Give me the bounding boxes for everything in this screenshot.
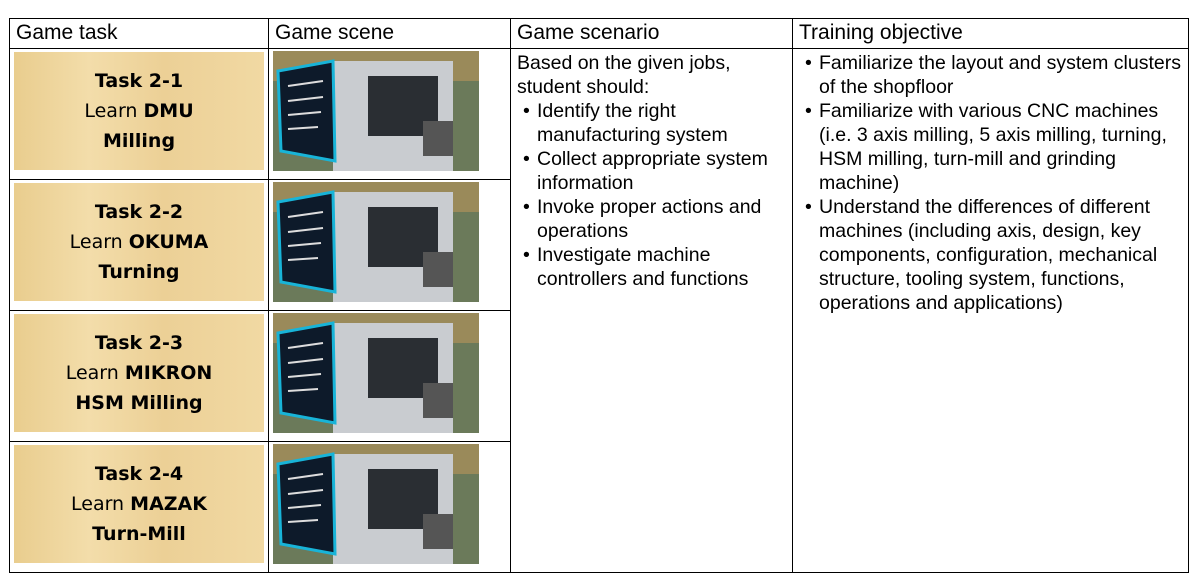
scenario-list: Identify the right manufacturing systemC…	[517, 99, 786, 291]
scene-shape	[287, 373, 322, 378]
task-cell: Task 2-2 Learn OKUMA Turning	[9, 179, 269, 311]
task-line: Learn MIKRON	[66, 358, 213, 388]
task-id: Task 2-1	[94, 70, 184, 92]
task-line: Learn MAZAK	[71, 489, 207, 519]
scene-shape	[276, 452, 337, 556]
scene-shape	[287, 80, 324, 87]
scenario-bullet: Investigate machine controllers and func…	[523, 243, 786, 291]
task-line: HSM Milling	[75, 388, 202, 418]
scene-shape	[287, 489, 324, 495]
task-line: Task 2-4	[95, 459, 183, 489]
scene-shape	[287, 111, 322, 116]
task-cell: Task 2-1 Learn DMU Milling	[9, 48, 269, 180]
scenario-bullet: Identify the right manufacturing system	[523, 99, 786, 147]
task-line: Milling	[103, 126, 175, 156]
scene-shape	[287, 473, 324, 480]
scene-shape	[287, 96, 324, 102]
scene-shape	[423, 252, 453, 287]
task-card: Task 2-4 Learn MAZAK Turn-Mill	[14, 445, 264, 563]
scenario-cell: Based on the given jobs, student should:…	[510, 48, 793, 573]
header-row: Game task Game scene Game scenario Train…	[9, 18, 1189, 49]
scene-shape	[287, 211, 324, 218]
scene-shape	[287, 126, 319, 130]
task-line: Learn OKUMA	[70, 227, 209, 257]
scene-shape	[276, 190, 337, 294]
scenario-intro: Based on the given jobs, student should:	[517, 52, 731, 98]
machine-kind: Milling	[102, 130, 176, 152]
scene-shape	[287, 227, 324, 233]
task-id: Task 2-4	[94, 463, 184, 485]
task-line: Task 2-2	[95, 197, 183, 227]
scene-shape	[423, 383, 453, 418]
machine-name: MAZAK	[130, 493, 207, 515]
task-line: Learn DMU	[84, 96, 193, 126]
machine-kind: Turning	[98, 261, 180, 283]
scene-shape	[287, 342, 324, 349]
scenario-bullet: Collect appropriate system information	[523, 147, 786, 195]
scene-shape	[276, 321, 337, 425]
game-scene	[273, 444, 479, 564]
task-card: Task 2-2 Learn OKUMA Turning	[14, 183, 264, 301]
game-scene	[273, 313, 479, 433]
machine-name: DMU	[143, 100, 194, 122]
objective-bullet: Understand the differences of different …	[805, 195, 1182, 315]
objective-cell: Familiarize the layout and system cluste…	[792, 48, 1189, 573]
task-id: Task 2-2	[94, 201, 184, 223]
learn-word: Learn	[69, 231, 123, 253]
objective-bullet: Familiarize the layout and system cluste…	[805, 51, 1182, 99]
scene-cell	[268, 48, 511, 180]
objective-bullet: Familiarize with various CNC machines (i…	[805, 99, 1182, 195]
scene-shape	[287, 211, 324, 261]
body: Game task Game scene Game scenario Train…	[0, 0, 1196, 546]
scene-cell	[268, 441, 511, 573]
header-cell: Game scenario	[510, 18, 793, 49]
machine-name: MIKRON	[124, 362, 213, 384]
game-scene	[273, 182, 479, 302]
learn-word: Learn	[71, 493, 125, 515]
scene-shape	[276, 59, 337, 163]
task-line: Task 2-3	[95, 328, 183, 358]
task-line: Turn-Mill	[92, 519, 186, 549]
scenario-bullet: Invoke proper actions and operations	[523, 195, 786, 243]
machine-kind: HSM Milling	[75, 392, 203, 414]
page: Game tasks table {"header": ["Game task"…	[0, 0, 1196, 546]
task-row: Task 2-1 Learn DMU Milling Based on the gi…	[9, 48, 1189, 573]
task-cell: Task 2-4 Learn MAZAK Turn-Mill	[9, 441, 269, 573]
header-cell: Game task	[9, 18, 269, 49]
task-table: Game task Game scene Game scenario Train…	[9, 18, 1189, 573]
game-scene	[273, 51, 479, 171]
scene-shape	[287, 473, 324, 523]
task-cell: Task 2-3 Learn MIKRON HSM Milling	[9, 310, 269, 442]
scene-shape	[287, 80, 324, 130]
learn-word: Learn	[65, 362, 119, 384]
learn-word: Learn	[84, 100, 138, 122]
scene-shape	[287, 342, 324, 392]
scene-shape	[287, 388, 319, 392]
scene-shape	[423, 514, 453, 549]
task-row: Task 2-2 Learn OKUMA Turning	[9, 179, 1189, 311]
scene-shape	[287, 519, 319, 523]
scene-shape	[423, 121, 453, 156]
scene-cell	[268, 310, 511, 442]
scene-shape	[287, 242, 322, 247]
machine-kind: Turn-Mill	[92, 523, 186, 545]
scene-shape	[287, 504, 322, 509]
task-card: Task 2-3 Learn MIKRON HSM Milling	[14, 314, 264, 432]
header-cell: Training objective	[792, 18, 1189, 49]
task-row: Task 2-3 Learn MIKRON HSM Milling	[9, 310, 1189, 442]
task-line: Task 2-1	[95, 66, 183, 96]
scene-cell	[268, 179, 511, 311]
scene-shape	[287, 257, 319, 261]
task-card: Task 2-1 Learn DMU Milling	[14, 52, 264, 170]
objective-list: Familiarize the layout and system cluste…	[799, 51, 1182, 315]
header-cell: Game scene	[268, 18, 511, 49]
task-id: Task 2-3	[94, 332, 184, 354]
machine-name: OKUMA	[128, 231, 209, 253]
scene-shape	[287, 358, 324, 364]
task-line: Turning	[99, 257, 180, 287]
